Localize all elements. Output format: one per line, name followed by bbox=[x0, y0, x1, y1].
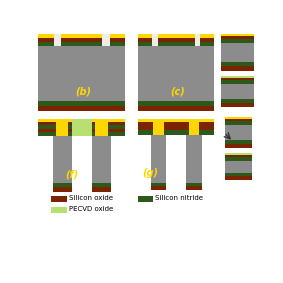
Bar bbox=[152, 34, 158, 46]
Text: (f): (f) bbox=[65, 170, 79, 180]
Text: Silicon nitride: Silicon nitride bbox=[155, 195, 203, 201]
Bar bbox=[138, 196, 153, 202]
Bar bbox=[52, 196, 67, 202]
Bar bbox=[221, 38, 254, 43]
Bar bbox=[38, 125, 125, 129]
Bar bbox=[92, 187, 111, 192]
Bar bbox=[221, 34, 254, 71]
Bar bbox=[38, 38, 125, 42]
Bar bbox=[225, 176, 252, 180]
Bar bbox=[221, 78, 254, 80]
Bar bbox=[138, 34, 214, 38]
Bar bbox=[102, 34, 110, 46]
Text: (c): (c) bbox=[170, 86, 185, 96]
Bar bbox=[225, 153, 252, 180]
Bar bbox=[221, 103, 254, 107]
Bar bbox=[38, 119, 125, 136]
Bar bbox=[221, 76, 254, 78]
Bar bbox=[186, 186, 201, 190]
Bar bbox=[195, 34, 200, 46]
Bar bbox=[95, 119, 108, 136]
Bar bbox=[225, 153, 252, 155]
Bar bbox=[225, 157, 252, 161]
Bar bbox=[138, 122, 214, 126]
Bar bbox=[221, 35, 254, 38]
Bar bbox=[72, 119, 92, 136]
Bar bbox=[54, 34, 61, 46]
Bar bbox=[186, 135, 201, 190]
Bar bbox=[56, 119, 68, 136]
Bar bbox=[38, 122, 125, 125]
Bar bbox=[138, 101, 214, 106]
Bar bbox=[92, 136, 111, 192]
Bar bbox=[138, 130, 214, 135]
Bar bbox=[186, 183, 201, 186]
Bar bbox=[225, 155, 252, 157]
Bar bbox=[153, 119, 164, 135]
Bar bbox=[53, 187, 72, 192]
Bar bbox=[38, 129, 125, 132]
Bar bbox=[52, 207, 67, 213]
Bar bbox=[225, 117, 252, 119]
Bar bbox=[138, 119, 214, 122]
Text: Silicon oxide: Silicon oxide bbox=[69, 195, 113, 201]
Bar bbox=[221, 80, 254, 84]
Bar bbox=[138, 126, 214, 130]
Bar bbox=[38, 42, 125, 46]
Bar bbox=[188, 119, 199, 135]
Bar bbox=[53, 136, 72, 192]
Bar bbox=[53, 183, 72, 187]
Bar bbox=[38, 34, 125, 38]
Bar bbox=[92, 183, 111, 187]
Bar bbox=[138, 38, 214, 42]
Bar bbox=[225, 119, 252, 121]
Bar bbox=[38, 119, 125, 122]
Bar bbox=[221, 66, 254, 71]
Bar bbox=[225, 121, 252, 125]
Bar bbox=[138, 106, 214, 111]
Bar bbox=[138, 119, 214, 135]
Bar bbox=[151, 186, 166, 190]
Text: PECVD oxide: PECVD oxide bbox=[69, 206, 113, 212]
Bar bbox=[221, 34, 254, 35]
Bar bbox=[38, 101, 125, 106]
Bar bbox=[225, 117, 252, 148]
Bar bbox=[221, 99, 254, 103]
Bar bbox=[225, 140, 252, 144]
Bar bbox=[38, 106, 125, 111]
Bar bbox=[221, 62, 254, 66]
Text: (g): (g) bbox=[142, 168, 158, 178]
Bar bbox=[151, 183, 166, 186]
Bar bbox=[38, 132, 125, 136]
Bar bbox=[138, 34, 214, 111]
Bar bbox=[225, 144, 252, 148]
Text: (b): (b) bbox=[76, 86, 92, 96]
Bar bbox=[221, 76, 254, 107]
Bar bbox=[151, 135, 166, 190]
Bar bbox=[225, 173, 252, 176]
Bar bbox=[138, 42, 214, 46]
Bar bbox=[38, 34, 125, 111]
